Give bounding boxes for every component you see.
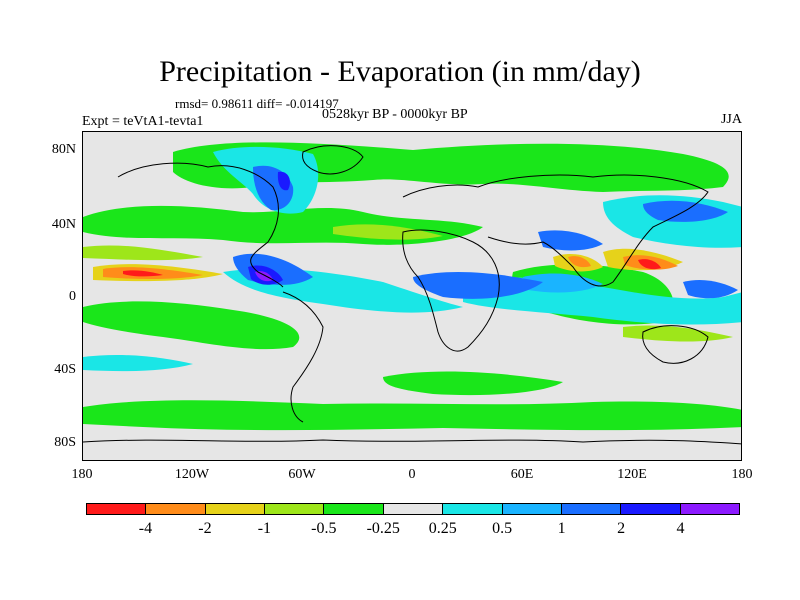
field-warm-patches xyxy=(93,248,683,282)
y-label-40s: 40S xyxy=(54,362,76,377)
x-label-120e: 120E xyxy=(617,467,647,482)
colorbar-label: 0.5 xyxy=(492,520,513,537)
field-blue-patches xyxy=(233,165,738,299)
colorbar-swatch xyxy=(205,504,266,514)
colorbar-label: -2 xyxy=(198,520,212,537)
precip-evap-field xyxy=(83,142,741,445)
colorbar-swatch xyxy=(146,504,206,514)
season-label: JJA xyxy=(720,112,742,127)
colorbar-swatch xyxy=(561,504,622,514)
y-label-80s: 80S xyxy=(54,435,76,450)
colorbar-swatch xyxy=(87,504,147,514)
colorbar-label: -1 xyxy=(257,520,272,537)
colorbar-swatch xyxy=(621,504,681,514)
coastlines xyxy=(83,145,741,445)
x-label-0: 0 xyxy=(408,467,416,482)
y-label-40n: 40N xyxy=(51,217,76,232)
colorbar-swatch xyxy=(680,504,739,514)
x-label-120w: 120W xyxy=(174,467,210,482)
experiment-label: Expt = teVtA1-tevta1 xyxy=(82,114,204,129)
colorbar-label: -4 xyxy=(138,520,153,537)
x-label-180w: 180 xyxy=(71,467,93,482)
colorbar-swatch xyxy=(324,504,384,514)
x-label-60w: 60W xyxy=(288,467,316,482)
x-label-60e: 60E xyxy=(510,467,534,482)
stats-text: rmsd= 0.98611 diff= -0.014197 xyxy=(175,96,339,111)
colorbar-label: 1 xyxy=(557,520,566,537)
map-panel xyxy=(82,131,742,461)
period-text: 0528kyr BP - 0000kyr BP xyxy=(322,107,468,122)
field-green-patches xyxy=(83,142,741,431)
colorbar xyxy=(86,503,740,515)
colorbar-label: -0.25 xyxy=(366,520,400,537)
plot-title: Precipitation - Evaporation (in mm/day) xyxy=(159,55,641,88)
x-label-180e: 180 xyxy=(731,467,753,482)
colorbar-swatch xyxy=(383,504,444,514)
y-label-80n: 80N xyxy=(51,142,76,157)
colorbar-label: 0.25 xyxy=(428,520,457,537)
colorbar-swatch xyxy=(502,504,562,514)
y-label-0: 0 xyxy=(69,289,76,304)
colorbar-label: 2 xyxy=(617,520,626,537)
colorbar-swatch xyxy=(265,504,325,514)
colorbar-label: -0.5 xyxy=(311,520,337,537)
colorbar-swatch xyxy=(443,504,503,514)
colorbar-label: 4 xyxy=(676,520,685,537)
